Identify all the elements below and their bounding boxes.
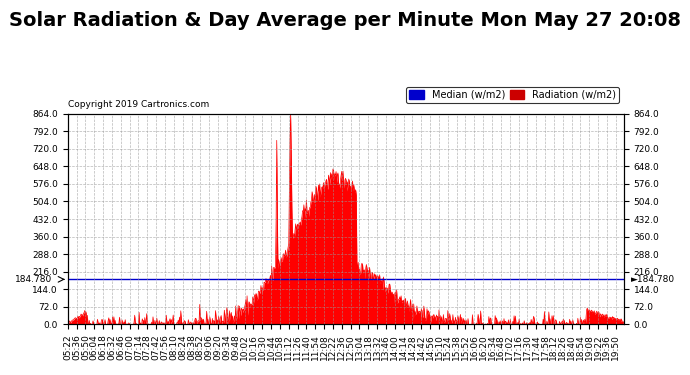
Text: 184.780: 184.780 <box>15 275 52 284</box>
Text: Copyright 2019 Cartronics.com: Copyright 2019 Cartronics.com <box>68 100 209 109</box>
Legend: Median (w/m2), Radiation (w/m2): Median (w/m2), Radiation (w/m2) <box>406 87 619 103</box>
Text: Solar Radiation & Day Average per Minute Mon May 27 20:08: Solar Radiation & Day Average per Minute… <box>9 11 681 30</box>
Text: ►184.780: ►184.780 <box>631 275 675 284</box>
